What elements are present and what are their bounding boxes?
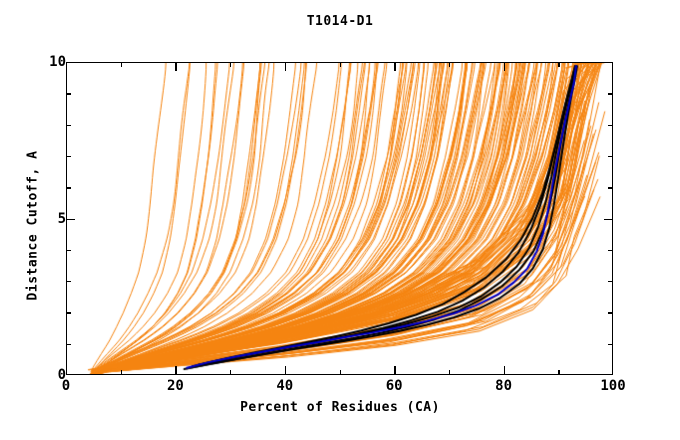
x-tick-top-70: [448, 62, 451, 67]
x-tick-top-60: [394, 62, 396, 71]
y-tick-right-5: [604, 218, 613, 220]
x-tick-label-40: 40: [276, 378, 294, 394]
y-tick-right-9: [608, 93, 613, 95]
y-tick-left-4: [66, 249, 71, 252]
x-tick-top-20: [175, 62, 177, 71]
x-tick-top-80: [503, 62, 505, 71]
x-tick-bottom-90: [558, 370, 560, 375]
y-tick-left-5: [66, 218, 75, 220]
y-tick-right-7: [608, 155, 613, 158]
x-tick-bottom-70: [448, 370, 451, 375]
x-tick-top-50: [339, 62, 341, 67]
x-tick-label-80: 80: [495, 378, 513, 394]
y-tick-left-8: [66, 124, 71, 126]
y-tick-left-6: [66, 187, 71, 189]
x-tick-top-90: [558, 62, 560, 67]
x-tick-bottom-20: [175, 366, 177, 375]
x-tick-label-60: 60: [385, 378, 403, 394]
y-tick-left-1: [66, 343, 71, 346]
y-tick-right-4: [608, 249, 613, 252]
x-tick-label-100: 100: [600, 378, 626, 394]
x-tick-bottom-80: [503, 366, 505, 375]
y-tick-left-7: [66, 155, 71, 158]
x-tick-top-30: [230, 62, 232, 67]
chart-title: T1014-D1: [306, 14, 374, 29]
plot-frame: [66, 62, 613, 375]
x-tick-top-10: [120, 62, 123, 67]
y-tick-right-2: [608, 312, 613, 314]
x-tick-label-20: 20: [166, 378, 184, 394]
x-tick-bottom-10: [120, 370, 123, 375]
x-axis-title: Percent of Residues (CA): [240, 400, 440, 415]
y-tick-right-6: [608, 187, 613, 189]
y-tick-label-10: 10: [49, 54, 66, 70]
y-tick-label-0: 0: [57, 367, 66, 383]
y-tick-left-3: [66, 281, 71, 283]
plot-canvas: [67, 63, 612, 374]
y-tick-right-3: [608, 281, 613, 283]
y-tick-left-9: [66, 93, 71, 95]
y-tick-left-2: [66, 312, 71, 314]
y-axis-title: Distance Cutoff, A: [25, 150, 41, 301]
x-tick-bottom-40: [284, 366, 287, 375]
y-tick-right-8: [608, 124, 613, 126]
y-tick-label-5: 5: [57, 210, 66, 227]
x-tick-label-0: 0: [61, 378, 71, 394]
x-tick-bottom-50: [339, 370, 341, 375]
x-tick-bottom-30: [230, 370, 232, 375]
y-tick-right-1: [608, 343, 613, 346]
x-tick-bottom-60: [394, 366, 396, 375]
x-tick-top-40: [284, 62, 287, 71]
